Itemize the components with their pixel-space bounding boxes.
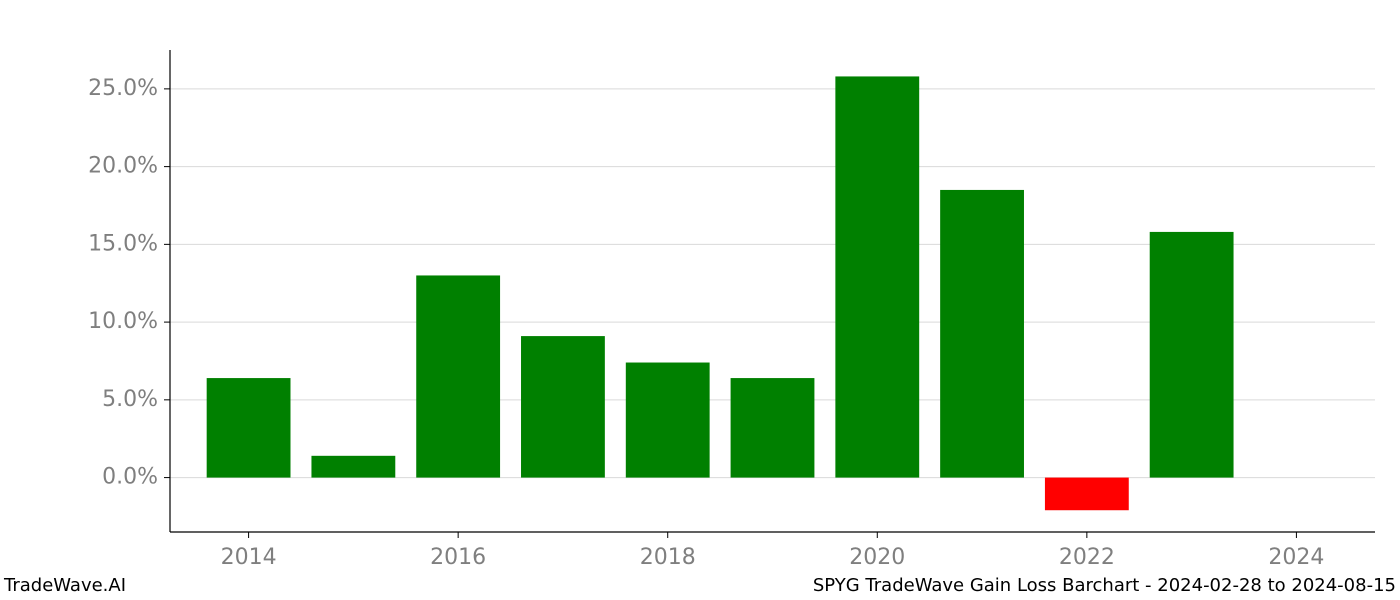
chart-container: 0.0% 5.0% 10.0% 15.0% 20.0% 25.0% 2014 2016 2018… bbox=[0, 0, 1400, 600]
ytick-label: 10.0% bbox=[88, 309, 158, 334]
xtick-label: 2018 bbox=[640, 545, 696, 570]
bar bbox=[521, 336, 605, 477]
ytick-label: 20.0% bbox=[88, 154, 158, 179]
xtick-label: 2016 bbox=[430, 545, 486, 570]
bar bbox=[940, 190, 1024, 478]
bar bbox=[311, 456, 395, 478]
bar bbox=[207, 378, 291, 478]
footer-right-text: SPYG TradeWave Gain Loss Barchart - 2024… bbox=[813, 575, 1396, 596]
ytick-label: 0.0% bbox=[102, 465, 158, 490]
bar bbox=[1150, 232, 1234, 478]
xtick-label: 2022 bbox=[1059, 545, 1115, 570]
ytick-label: 25.0% bbox=[88, 76, 158, 101]
xtick-label: 2024 bbox=[1268, 545, 1324, 570]
bar bbox=[626, 363, 710, 478]
ytick-label: 15.0% bbox=[88, 231, 158, 256]
footer-left-text: TradeWave.AI bbox=[4, 575, 126, 596]
xtick-label: 2014 bbox=[221, 545, 277, 570]
bar bbox=[416, 275, 500, 477]
bar bbox=[731, 378, 815, 478]
bar bbox=[835, 76, 919, 477]
bar-chart: 0.0% 5.0% 10.0% 15.0% 20.0% 25.0% 2014 2016 2018… bbox=[0, 0, 1400, 600]
xtick-label: 2020 bbox=[849, 545, 905, 570]
bar bbox=[1045, 478, 1129, 511]
ytick-label: 5.0% bbox=[102, 387, 158, 412]
